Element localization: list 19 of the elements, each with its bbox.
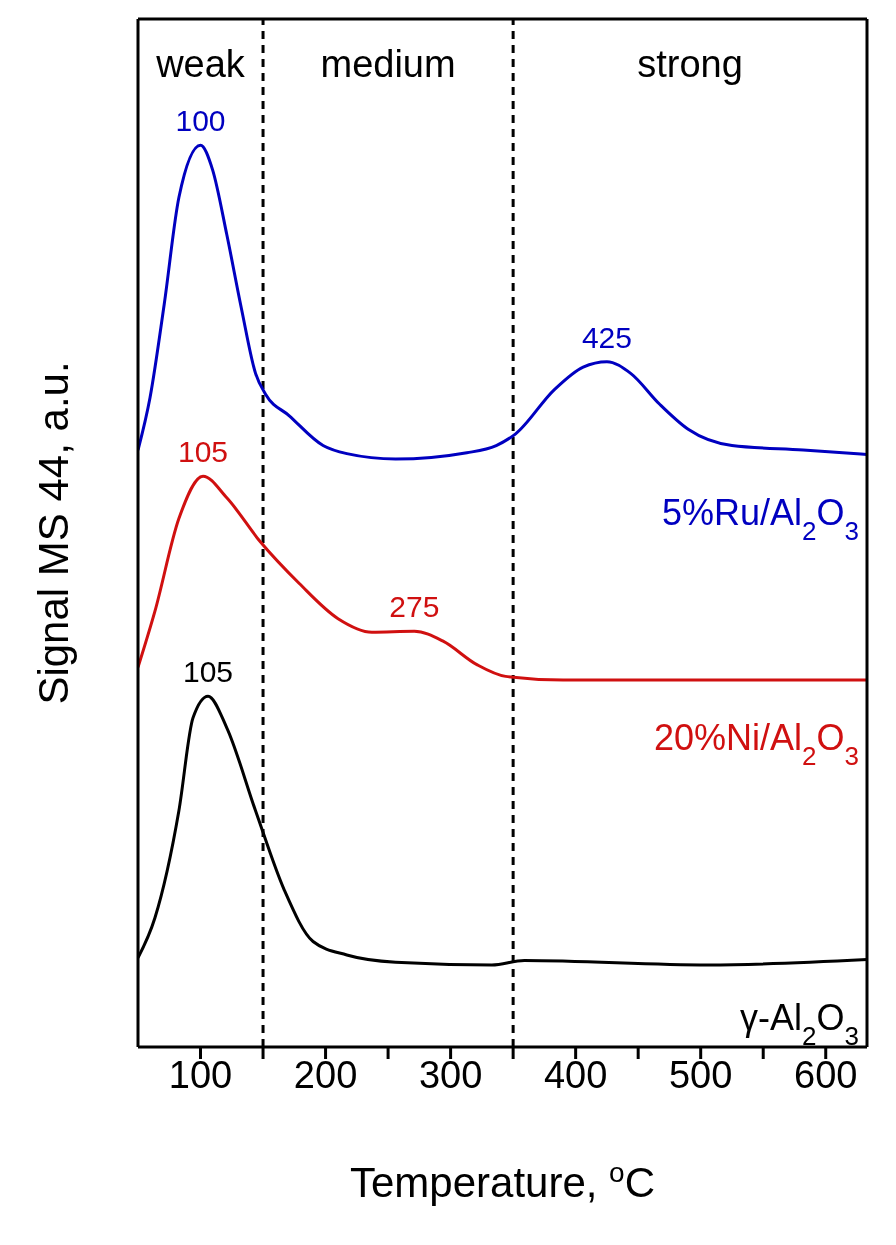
x-tick-label: 600 (794, 1053, 858, 1096)
text: strong (637, 43, 743, 85)
x-tick-label: 300 (418, 1053, 483, 1096)
series-label: 20%Ni/Al$_{2}$O$_{3}$ (653, 716, 859, 771)
y-axis-title: Signal MS 44, a.u. (30, 361, 77, 705)
annotation: 105 (177, 435, 229, 469)
annotation: 275 (389, 590, 440, 624)
x-tick-label: 500 (668, 1053, 733, 1096)
x-tick-label: 100 (168, 1053, 233, 1096)
x-axis-title: Temperature, $^{o}$C (349, 1156, 656, 1206)
annotation: 425 (581, 320, 632, 354)
series-label: γ-Al$_{2}$O$_{3}$ (740, 996, 859, 1051)
annotation: 100 (175, 104, 226, 138)
text: weak (155, 43, 246, 85)
x-tick-label: 200 (293, 1053, 358, 1096)
series-label: 5%Ru/Al$_{2}$O$_{3}$ (661, 491, 859, 546)
x-tick-label: 400 (543, 1053, 608, 1096)
annotation: 105 (182, 655, 234, 689)
text: medium (320, 43, 456, 85)
